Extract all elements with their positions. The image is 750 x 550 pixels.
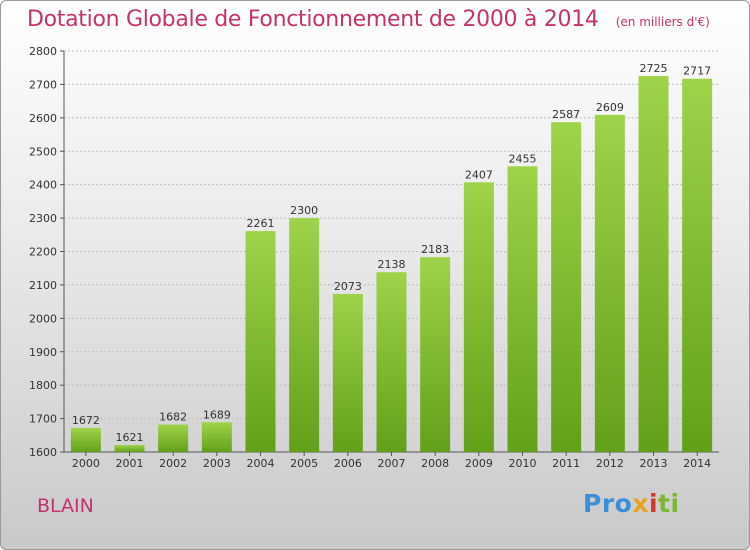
data-label-2014: 2717 — [683, 65, 711, 78]
x-tick-label-2001: 2001 — [116, 457, 144, 470]
logo-part-1: Pro — [583, 489, 633, 518]
bar-2005 — [289, 218, 320, 452]
bar-2003 — [201, 422, 232, 452]
commune-name: BLAIN — [37, 495, 94, 517]
data-label-2001: 1621 — [116, 431, 144, 444]
data-label-2013: 2725 — [640, 62, 668, 75]
bar-2011 — [551, 122, 582, 453]
logo-part-4: ti — [658, 489, 680, 518]
data-label-2009: 2407 — [465, 168, 493, 181]
x-tick-label-2004: 2004 — [247, 457, 275, 470]
title-block: Dotation Globale de Fonctionnement de 20… — [27, 7, 710, 32]
y-tick-label: 2200 — [29, 246, 57, 259]
x-tick-label-2014: 2014 — [683, 457, 711, 470]
x-tick-label-2002: 2002 — [159, 457, 187, 470]
y-tick-label: 2800 — [29, 45, 57, 58]
data-label-2003: 1689 — [203, 408, 231, 421]
x-tick-label-2011: 2011 — [552, 457, 580, 470]
logo-part-3: i — [648, 489, 659, 518]
y-tick-label: 2000 — [29, 312, 57, 325]
bar-2002 — [158, 424, 189, 452]
y-tick-label: 1600 — [29, 446, 57, 459]
data-label-2004: 2261 — [247, 217, 275, 230]
bar-2008 — [420, 257, 451, 452]
data-label-2005: 2300 — [290, 204, 318, 217]
y-tick-label: 2100 — [29, 279, 57, 292]
data-label-2010: 2455 — [509, 152, 537, 165]
x-tick-label-2000: 2000 — [72, 457, 100, 470]
data-label-2012: 2609 — [596, 101, 624, 114]
x-tick-label-2009: 2009 — [465, 457, 493, 470]
bar-2014 — [682, 78, 713, 452]
x-tick-label-2007: 2007 — [378, 457, 406, 470]
y-tick-label: 1700 — [29, 413, 57, 426]
data-label-2000: 1672 — [72, 414, 100, 427]
y-tick-label: 2700 — [29, 78, 57, 91]
bar-2007 — [376, 272, 407, 452]
x-tick-label-2013: 2013 — [640, 457, 668, 470]
bar-2010 — [507, 166, 538, 452]
bar-2006 — [332, 293, 363, 452]
data-label-2008: 2183 — [421, 243, 449, 256]
x-tick-label-2008: 2008 — [421, 457, 449, 470]
data-label-2007: 2138 — [378, 258, 406, 271]
data-label-2011: 2587 — [552, 108, 580, 121]
bar-2004 — [245, 231, 276, 452]
logo-part-2: x — [632, 489, 649, 518]
bar-2000 — [70, 427, 101, 452]
data-label-2006: 2073 — [334, 280, 362, 293]
bar-2012 — [594, 114, 625, 452]
y-tick-label: 1800 — [29, 379, 57, 392]
chart-title: Dotation Globale de Fonctionnement de 20… — [27, 7, 599, 32]
bar-2001 — [114, 444, 145, 452]
x-tick-label-2006: 2006 — [334, 457, 362, 470]
y-tick-label: 1900 — [29, 346, 57, 359]
data-label-2002: 1682 — [159, 411, 187, 424]
y-tick-label: 2300 — [29, 212, 57, 225]
y-tick-label: 2600 — [29, 112, 57, 125]
x-tick-label-2012: 2012 — [596, 457, 624, 470]
proxiti-logo: Proxiti — [583, 489, 680, 518]
y-tick-label: 2500 — [29, 145, 57, 158]
x-tick-label-2005: 2005 — [290, 457, 318, 470]
bar-2009 — [463, 182, 494, 452]
bar-2013 — [638, 76, 669, 452]
x-tick-label-2003: 2003 — [203, 457, 231, 470]
chart-subtitle: (en milliers d'€) — [615, 15, 710, 29]
x-tick-label-2010: 2010 — [509, 457, 537, 470]
y-tick-label: 2400 — [29, 179, 57, 192]
